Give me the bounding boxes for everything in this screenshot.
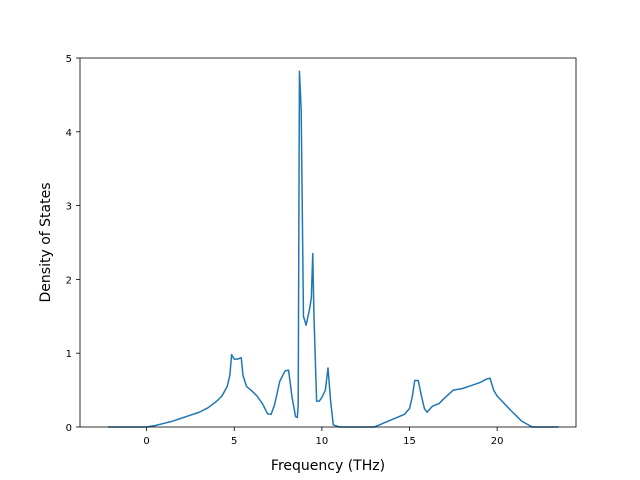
y-tick-label: 0 [66,423,72,434]
y-axis-label: Density of States [38,183,54,303]
y-tick-label: 3 [66,202,72,213]
x-tick-label: 0 [143,436,149,447]
y-tick-label: 5 [66,54,72,65]
y-tick-label: 2 [66,275,72,286]
x-tick-label: 15 [403,436,416,447]
y-tick-label: 4 [66,128,72,139]
dos-series-line [108,70,559,428]
x-tick-label: 5 [231,436,237,447]
x-tick-label: 10 [315,436,328,447]
axes-frame [79,57,577,428]
plot-area [108,70,559,428]
ticks-layer: 0 5 10 15 20 0 1 2 3 4 5 [66,54,504,447]
y-tick-label: 1 [66,349,72,360]
x-tick-label: 20 [491,436,504,447]
x-axis-label: Frequency (THz) [271,458,385,474]
